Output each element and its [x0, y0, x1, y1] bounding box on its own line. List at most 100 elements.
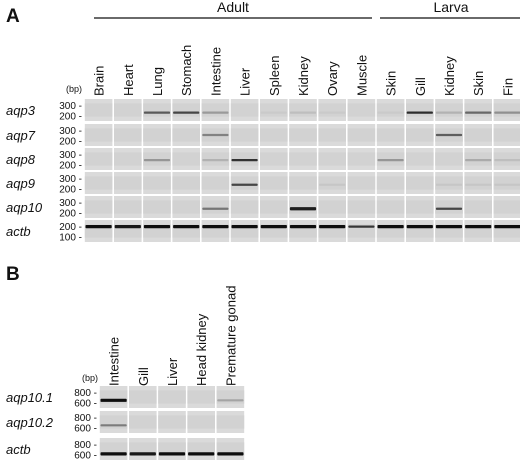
gel-smear	[289, 128, 317, 142]
gel-band	[319, 225, 346, 229]
gel-smear	[99, 415, 128, 429]
gel-smear	[129, 415, 157, 429]
lane-label: Kidney	[296, 56, 311, 96]
gel-smear	[347, 152, 376, 166]
gel-smear	[143, 176, 171, 190]
gel-smear	[347, 200, 376, 214]
panel-a: A Adult Larva Brain Heart Lung Stomach Intestin…	[6, 0, 520, 244]
gel-smear	[158, 390, 186, 404]
gene-label: aqp3	[6, 103, 36, 118]
gel-band	[158, 452, 186, 456]
gel-band	[173, 225, 200, 229]
panel-b: B Intestine Gill Liver Head kidney Premature …	[6, 264, 245, 462]
gel-band	[289, 207, 317, 211]
gene-label: actb	[6, 224, 31, 239]
gel-smear	[406, 128, 434, 142]
size-tick: 300 -	[59, 101, 82, 112]
gel-smear	[114, 128, 142, 142]
gel-smear	[201, 176, 230, 190]
unit-label: (bp)	[82, 373, 98, 383]
size-tick: 200 -	[59, 185, 82, 196]
gel-smear	[84, 103, 113, 117]
gel-row: aqp7 300 -200 -	[6, 124, 520, 148]
gel-smear	[201, 103, 230, 117]
gel-row: aqp10.2 800 -600 -	[6, 411, 245, 435]
gel-smear	[260, 103, 288, 117]
gel-band	[231, 225, 258, 229]
gel-smear	[172, 200, 200, 214]
gel-band	[435, 133, 463, 137]
lane-label: Muscle	[354, 55, 369, 96]
gene-label: aqp10.2	[6, 415, 54, 430]
gel-band	[100, 398, 127, 402]
gel-smear	[216, 415, 245, 429]
gel-band	[377, 225, 404, 229]
gel-band	[435, 225, 463, 229]
gel-smear	[347, 176, 376, 190]
size-tick: 100 -	[59, 233, 82, 244]
gel-smear	[464, 176, 492, 190]
gel-smear	[158, 415, 186, 429]
gel-smear	[260, 152, 288, 166]
gel-smear	[114, 200, 142, 214]
size-tick: 800 -	[74, 413, 97, 424]
lane-label: Ovary	[325, 61, 340, 96]
gel-smear	[376, 103, 405, 117]
gel-band	[465, 225, 492, 229]
gel-band	[465, 183, 492, 186]
gel-band	[143, 111, 171, 114]
lane-label: Skin	[471, 71, 486, 96]
gel-smear	[172, 128, 200, 142]
gel-band	[348, 225, 375, 228]
lane-label: Spleen	[267, 56, 282, 96]
gel-smear	[187, 415, 215, 429]
size-tick: 300 -	[59, 150, 82, 161]
lane-label: Liver	[165, 357, 180, 386]
gel-smear	[318, 103, 346, 117]
gel-band	[289, 225, 317, 229]
gel-band	[494, 111, 520, 114]
gene-label: aqp8	[6, 152, 36, 167]
gel-band	[465, 159, 492, 162]
gel-smear	[464, 103, 492, 117]
lane-label: Skin	[384, 71, 399, 96]
gel-band	[435, 111, 463, 114]
gene-label: aqp10.1	[6, 390, 53, 405]
lane-label: Intestine	[208, 47, 223, 96]
gel-smear	[114, 103, 142, 117]
gel-smear	[216, 390, 245, 404]
gel-band	[377, 159, 404, 162]
gel-smear	[376, 128, 405, 142]
gel-smear	[230, 176, 259, 190]
gel-smear	[406, 200, 434, 214]
gel-smear	[406, 152, 434, 166]
group-label: Adult	[217, 0, 249, 15]
gel-band	[319, 183, 346, 186]
gel-band	[143, 159, 171, 162]
gel-smear	[260, 200, 288, 214]
gel-smear	[230, 200, 259, 214]
gel-smear	[187, 390, 215, 404]
gel-smear	[406, 103, 434, 117]
panel-letter: B	[6, 264, 20, 285]
gel-smear	[260, 176, 288, 190]
size-tick: 200 -	[59, 137, 82, 148]
gel-smear	[289, 176, 317, 190]
lane-label: Head kidney	[194, 313, 209, 386]
gel-band	[465, 111, 492, 114]
gel-band	[173, 111, 200, 114]
gene-label: aqp10	[6, 200, 43, 215]
gel-smear	[84, 200, 113, 214]
gel-smear	[435, 103, 463, 117]
lane-label: Brain	[92, 66, 107, 96]
lane-label: Gill	[136, 367, 151, 386]
gel-band	[435, 183, 463, 186]
gel-smear	[376, 176, 405, 190]
gel-smear	[435, 152, 463, 166]
gel-band	[143, 225, 171, 229]
size-tick: 600 -	[74, 399, 97, 410]
gel-smear	[318, 152, 346, 166]
size-tick: 200 -	[59, 161, 82, 172]
gel-smear	[289, 103, 317, 117]
